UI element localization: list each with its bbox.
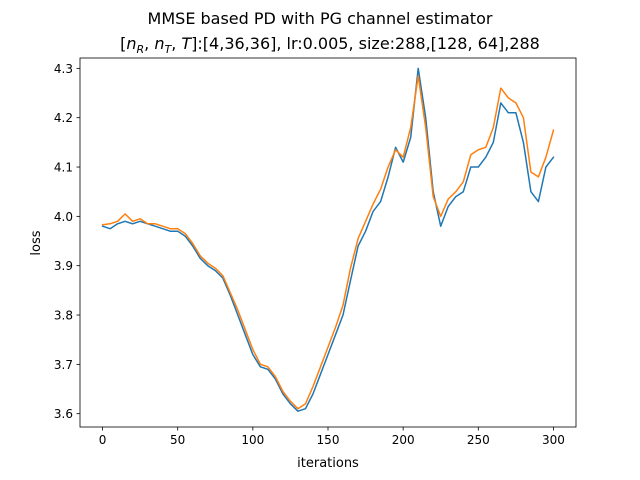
x-tick-label: 100 (241, 433, 264, 447)
x-tick-label: 0 (99, 433, 107, 447)
y-tick-label: 4.1 (54, 161, 73, 175)
subtitle-sub-r: R (137, 43, 145, 56)
y-tick-label: 4.2 (54, 111, 73, 125)
y-tick-label: 4.0 (54, 210, 73, 224)
x-axis: 0 50 100 150 200 250 300 (99, 427, 565, 447)
subtitle-bracket-open: [ (120, 34, 126, 53)
y-axis-label: loss (29, 230, 44, 255)
subtitle-var-t: T (181, 34, 192, 53)
y-axis: 3.6 3.7 3.8 3.9 4.0 4.1 4.2 4.3 (54, 62, 80, 421)
series-line-1 (101, 67, 555, 412)
y-tick-label: 3.9 (54, 259, 73, 273)
x-tick-label: 150 (317, 433, 340, 447)
plot-area-frame (79, 57, 577, 428)
series-layer (101, 67, 555, 412)
x-tick-label: 300 (542, 433, 565, 447)
x-axis-label: iterations (297, 456, 359, 471)
subtitle-var-n-r: n (126, 34, 136, 53)
y-tick-label: 4.3 (54, 62, 73, 76)
subtitle-rest: ]:[4,36,36], lr:0.005, size:288,[128, 64… (191, 34, 540, 53)
y-tick-label: 3.8 (54, 309, 73, 323)
subtitle-sub-t: T (164, 43, 172, 56)
chart-title: MMSE based PD with PG channel estimator (148, 9, 493, 28)
subtitle-sep-2: , (171, 34, 181, 53)
x-tick-label: 200 (392, 433, 415, 447)
x-tick-label: 50 (170, 433, 185, 447)
series-line-2 (101, 75, 555, 410)
y-tick-label: 3.7 (54, 358, 73, 372)
x-tick-label: 250 (467, 433, 490, 447)
subtitle-var-n-t: n (154, 34, 164, 53)
y-tick-label: 3.6 (54, 407, 73, 421)
chart-subtitle: [nR, nT, T]:[4,36,36], lr:0.005, size:28… (120, 34, 540, 56)
subtitle-sep-1: , (144, 34, 154, 53)
